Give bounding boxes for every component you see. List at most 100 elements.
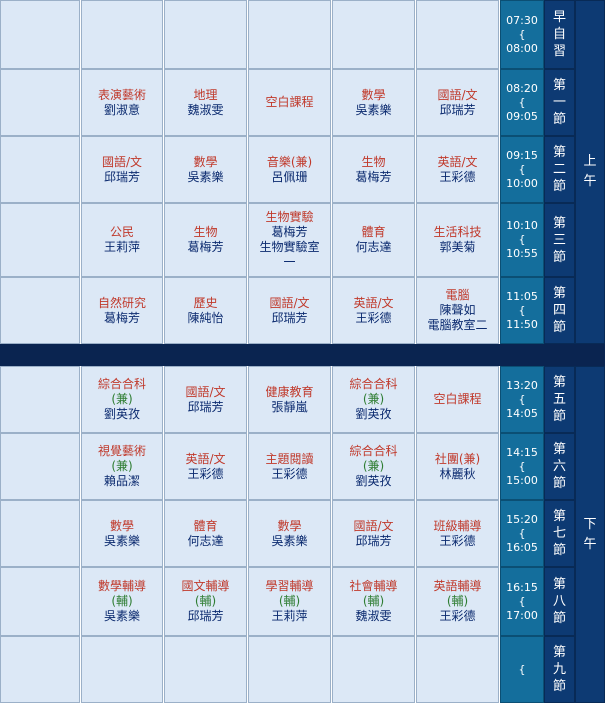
period-time: 14:15{15:00 [500, 433, 544, 500]
teacher-name: 王彩德 [355, 310, 392, 325]
period-char: 第 [552, 145, 566, 160]
course-cell[interactable]: 綜合合科 (兼) 劉英孜 [81, 366, 163, 433]
teacher-name: 魏淑雯 [355, 609, 392, 623]
course-cell[interactable]: 國文輔導 (輔) 邱瑞芳 [164, 567, 247, 636]
course-cell[interactable]: 主題閱讀 王彩德 [248, 433, 331, 500]
course-cell[interactable]: 社團(兼) 林麗秋 [416, 433, 499, 500]
course-cell[interactable]: 自然研究 葛梅芳 [81, 277, 163, 344]
course-cell[interactable]: 英語輔導 (輔) 王彩德 [416, 567, 499, 636]
course-name: 國文輔導 [181, 579, 230, 593]
course-name: 綜合合科 [349, 444, 398, 458]
teacher-name: 林麗秋 [439, 466, 476, 481]
course-tag: (輔) [194, 594, 217, 608]
period-time: { [500, 636, 544, 703]
course-name: 學習輔導 [265, 579, 314, 593]
blank-cell [0, 136, 80, 203]
time-separator: { [518, 27, 526, 41]
course-cell[interactable]: 數學輔導 (輔) 吳素樂 [81, 567, 163, 636]
period-char: 節 [552, 611, 566, 626]
course-cell[interactable]: 數學 吳素樂 [248, 500, 331, 567]
course-name: 班級輔導 [433, 518, 482, 533]
course-cell[interactable]: 地理 魏淑雯 [164, 69, 247, 136]
teacher-name: 王彩德 [439, 169, 476, 184]
teacher-name: 吳素樂 [103, 533, 140, 548]
course-cell[interactable]: 國語/文 邱瑞芳 [332, 500, 415, 567]
teacher-name: 邱瑞芳 [271, 310, 308, 325]
teacher-name: 陳純怡 [187, 310, 224, 325]
teacher-name: 邱瑞芳 [355, 533, 392, 548]
segment-char: 上 [583, 154, 597, 169]
course-cell[interactable]: 班級輔導 王彩德 [416, 500, 499, 567]
period-char: 第 [552, 509, 566, 524]
course-cell[interactable]: 社會輔導 (輔) 魏淑雯 [332, 567, 415, 636]
teacher-name: 邱瑞芳 [187, 399, 224, 414]
period-label: 第二節 [544, 136, 575, 203]
teacher-name: 王莉萍 [271, 609, 308, 623]
course-cell[interactable]: 英語/文 王彩德 [416, 136, 499, 203]
course-cell[interactable]: 生物實驗 葛梅芳 生物實驗室一 [248, 203, 331, 277]
course-tag: (輔) [446, 594, 469, 608]
course-cell[interactable]: 綜合合科 (兼) 劉英孜 [332, 433, 415, 500]
course-cell[interactable]: 歷史 陳純怡 [164, 277, 247, 344]
teacher-name: 呂佩珊 [271, 169, 308, 184]
course-cell[interactable]: 英語/文 王彩德 [164, 433, 247, 500]
course-name: 體育 [361, 225, 386, 239]
course-cell[interactable]: 國語/文 邱瑞芳 [81, 136, 163, 203]
teacher-name: 生物實驗室 [259, 240, 320, 254]
course-cell[interactable]: 視覺藝術 (兼) 賴品潔 [81, 433, 163, 500]
course-cell[interactable]: 空白課程 [248, 69, 331, 136]
teacher-name: 郭美菊 [439, 240, 476, 254]
period-time: 10:10{10:55 [500, 203, 544, 277]
course-name: 空白課程 [265, 95, 314, 109]
course-cell[interactable]: 電腦 陳聲如 電腦教室二 [416, 277, 499, 344]
end-time: 08:00 [506, 41, 538, 55]
course-name: 生物實驗 [265, 210, 314, 224]
course-cell[interactable]: 表演藝術 劉淑意 [81, 69, 163, 136]
time-separator: { [518, 662, 526, 676]
course-cell[interactable]: 生物 葛梅芳 [164, 203, 247, 277]
course-cell[interactable]: 體育 何志達 [332, 203, 415, 277]
period-char: 四 [552, 303, 566, 318]
course-cell[interactable]: 國語/文 邱瑞芳 [416, 69, 499, 136]
course-cell[interactable]: 公民 王莉萍 [81, 203, 163, 277]
period-time: 11:05{11:50 [500, 277, 544, 344]
course-name: 國語/文 [269, 295, 310, 310]
course-name: 表演藝術 [97, 87, 146, 102]
end-time: 15:00 [506, 473, 538, 487]
course-name: 國語/文 [185, 384, 226, 399]
course-name: 生物 [361, 154, 386, 169]
course-cell [248, 636, 331, 703]
course-cell[interactable]: 數學 吳素樂 [332, 69, 415, 136]
period-label: 第八節 [544, 567, 575, 636]
lunch-break-bar [0, 344, 605, 366]
course-cell[interactable]: 綜合合科 (兼) 劉英孜 [332, 366, 415, 433]
course-cell[interactable]: 英語/文 王彩德 [332, 277, 415, 344]
course-cell[interactable]: 空白課程 [416, 366, 499, 433]
course-name: 歷史 [193, 295, 218, 310]
course-cell[interactable]: 生活科技 郭美菊 [416, 203, 499, 277]
course-cell[interactable]: 體育 何志達 [164, 500, 247, 567]
course-cell[interactable]: 國語/文 邱瑞芳 [248, 277, 331, 344]
period-char: 七 [552, 526, 566, 541]
course-name: 國語/文 [437, 87, 478, 102]
time-separator: { [518, 459, 526, 473]
teacher-name: 吳素樂 [103, 609, 140, 623]
end-time: 17:00 [506, 608, 538, 622]
morning-segment: 上午 [575, 0, 605, 344]
course-cell[interactable]: 健康教育 張靜嵐 [248, 366, 331, 433]
time-separator: { [518, 95, 526, 109]
course-cell[interactable]: 國語/文 邱瑞芳 [164, 366, 247, 433]
course-cell[interactable]: 數學 吳素樂 [164, 136, 247, 203]
course-name: 數學 [361, 87, 386, 102]
course-cell[interactable]: 數學 吳素樂 [81, 500, 163, 567]
course-cell[interactable]: 生物 葛梅芳 [332, 136, 415, 203]
time-separator: { [518, 526, 526, 540]
blank-cell [0, 203, 80, 277]
start-time: 09:15 [506, 148, 538, 162]
course-cell[interactable]: 音樂(兼) 呂佩珊 [248, 136, 331, 203]
course-tag: (兼) [111, 392, 133, 406]
period-char: 節 [552, 249, 566, 265]
course-cell[interactable]: 學習輔導 (輔) 王莉萍 [248, 567, 331, 636]
teacher-name: 何志達 [187, 533, 224, 548]
course-name: 綜合合科 [349, 377, 398, 391]
